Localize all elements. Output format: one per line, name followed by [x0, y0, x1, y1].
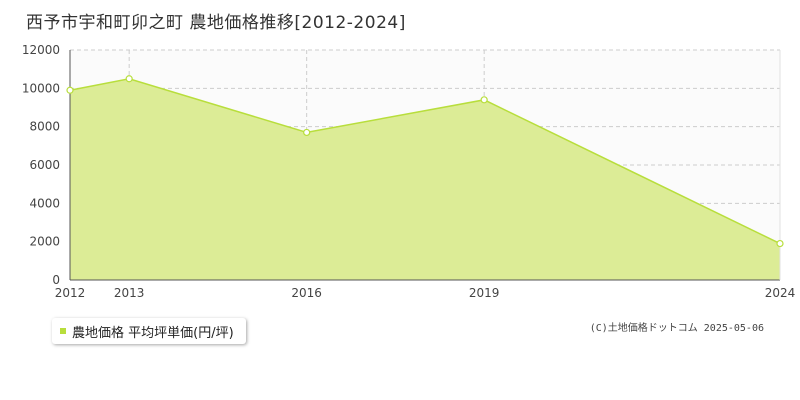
- data-point: [125, 75, 133, 83]
- credit-text: (C)土地価格ドットコム 2025-05-06: [589, 323, 764, 334]
- y-tick-label: 10000: [22, 81, 60, 95]
- y-tick-label: 8000: [29, 120, 60, 134]
- x-tick-label: 2016: [291, 286, 322, 300]
- x-tick-label: 2012: [55, 286, 86, 300]
- data-points: [66, 75, 784, 248]
- area-fill: [70, 78, 780, 280]
- y-tick-label: 4000: [29, 196, 60, 210]
- y-tick-label: 2000: [29, 235, 60, 249]
- x-tick-label: 2019: [469, 286, 500, 300]
- data-point: [776, 239, 784, 248]
- chart-title: 西予市宇和町卯之町 農地価格推移[2012-2024]: [26, 13, 406, 33]
- legend: 農地価格 平均坪単価(円/坪): [52, 318, 246, 344]
- y-tick-labels: 0 2000 4000 6000 8000 10000 12000: [22, 43, 60, 287]
- y-tick-label: 0: [52, 273, 60, 287]
- data-point: [480, 96, 488, 104]
- data-point: [66, 86, 74, 94]
- x-tick-label: 2013: [114, 286, 145, 300]
- x-tick-label: 2024: [765, 286, 796, 300]
- legend-label: 農地価格 平均坪単価(円/坪): [72, 325, 234, 341]
- legend-swatch: [60, 328, 66, 334]
- x-tick-labels: 2012 2013 2016 2019 2024: [55, 286, 796, 300]
- y-tick-label: 6000: [29, 158, 60, 172]
- data-point: [303, 128, 311, 137]
- y-tick-label: 12000: [22, 43, 60, 57]
